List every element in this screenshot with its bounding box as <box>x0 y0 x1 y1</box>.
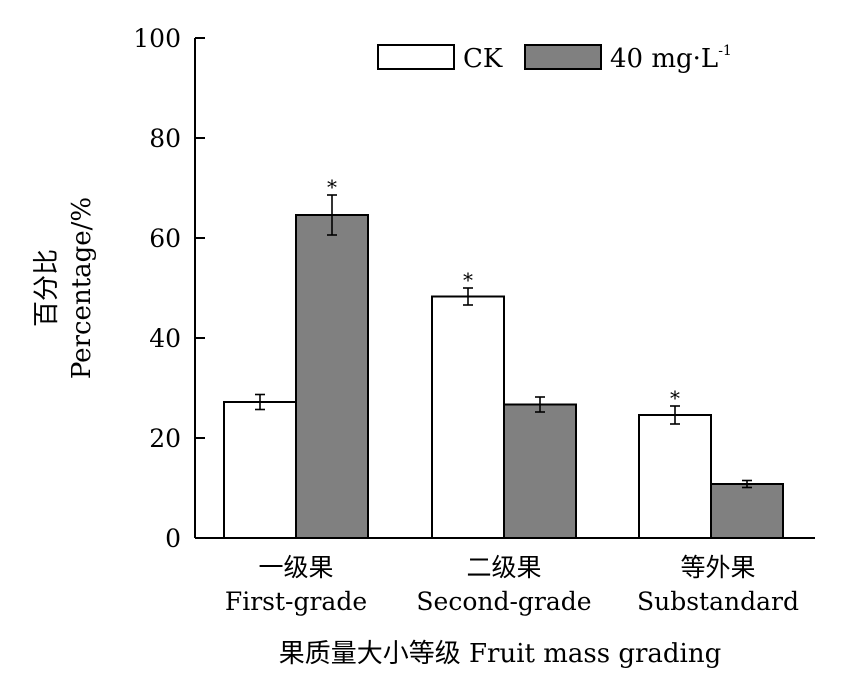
bar-ck-2 <box>638 414 712 539</box>
x-axis-title: 果质量大小等级 Fruit mass grading <box>279 639 722 669</box>
legend-swatch-ck <box>377 44 455 70</box>
category-label-zh: 等外果 <box>680 553 755 582</box>
y-tick-label: 60 <box>149 224 181 253</box>
y-tick-label: 100 <box>133 24 181 53</box>
category-label-zh: 二级果 <box>466 553 541 582</box>
significance-marker: * <box>670 386 680 410</box>
category-label-en: First-grade <box>225 587 367 616</box>
y-tick-label: 0 <box>165 524 181 553</box>
y-axis-title-en: Percentage/% <box>67 197 97 379</box>
legend-swatch-40mg <box>524 44 602 70</box>
significance-marker: * <box>327 175 337 199</box>
category-label-en: Second-grade <box>416 587 591 616</box>
legend-label-40mg-main: 40 mg·L <box>610 44 718 74</box>
legend-label-ck: CK <box>463 44 503 74</box>
y-axis-title-zh: 百分比 <box>32 249 62 327</box>
y-tick-label: 80 <box>149 124 181 153</box>
bar-40mg-0 <box>295 214 369 539</box>
x-category-labels: 一级果 First-grade 二级果 Second-grade 等外果 Substand… <box>225 553 799 616</box>
bar-40mg-1 <box>503 403 577 539</box>
y-tick-label: 20 <box>149 424 181 453</box>
legend-label-40mg: 40 mg·L-1 <box>610 43 732 74</box>
category-label-zh: 一级果 <box>258 553 333 582</box>
y-ticks: 0 20 40 60 80 100 <box>133 24 205 553</box>
y-tick-label: 40 <box>149 324 181 353</box>
legend-label-40mg-sup: -1 <box>718 43 732 59</box>
significance-marker: * <box>463 268 473 292</box>
bar-ck-0 <box>223 401 297 539</box>
bar-40mg-2 <box>710 483 784 539</box>
category-label-en: Substandard <box>637 587 799 616</box>
bars: * * * <box>223 175 784 539</box>
bar-ck-1 <box>431 295 505 539</box>
legend: CK 40 mg·L-1 <box>377 43 732 74</box>
